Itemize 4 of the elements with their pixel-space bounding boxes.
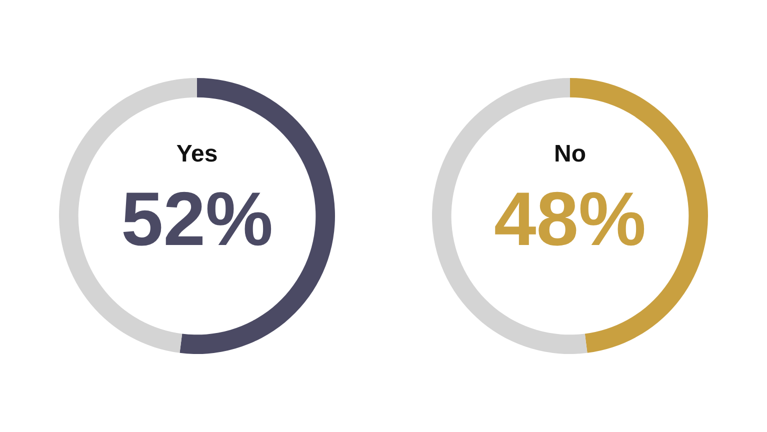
- slice-label: No: [554, 140, 586, 168]
- slice-label: Yes: [176, 140, 218, 168]
- data-label: 48%: [494, 176, 646, 262]
- data-label: 52%: [120, 176, 274, 262]
